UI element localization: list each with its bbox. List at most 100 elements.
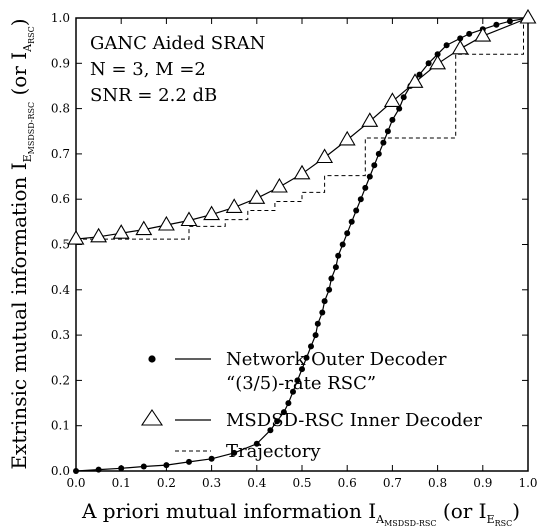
outer-decoder-point — [493, 21, 500, 28]
y-axis-title-paren-sub: A — [21, 43, 34, 53]
annotation-line-2: N = 3, M =2 — [90, 59, 206, 80]
outer-decoder-point — [140, 463, 147, 470]
outer-decoder-point — [425, 60, 432, 67]
x-tick-label: 1.0 — [518, 476, 537, 490]
outer-decoder-point — [314, 320, 321, 327]
outer-decoder-point — [208, 455, 215, 462]
outer-decoder-point — [163, 462, 170, 469]
y-tick-label: 0.0 — [51, 464, 70, 478]
y-axis-title-paren-open: (or I — [7, 52, 31, 102]
outer-decoder-point — [400, 94, 407, 101]
y-axis-title-paren-subsub: RSC — [27, 26, 36, 44]
outer-decoder-point — [290, 388, 296, 395]
outer-decoder-point — [466, 30, 473, 37]
outer-decoder-point — [332, 264, 339, 271]
outer-decoder-point — [335, 252, 342, 259]
outer-decoder-point — [186, 458, 192, 465]
inner-decoder-point — [248, 189, 266, 204]
outer-decoder-point — [371, 162, 378, 169]
outer-decoder-point — [285, 400, 292, 407]
x-tick-label: 0.2 — [157, 476, 176, 490]
outer-decoder-point — [95, 466, 102, 473]
legend-label-inner: MSDSD-RSC Inner Decoder — [226, 410, 482, 431]
outer-decoder-point — [384, 128, 391, 135]
x-tick-label: 0.1 — [112, 476, 131, 490]
outer-decoder-point — [443, 42, 450, 49]
inner-decoder-point — [451, 39, 469, 55]
outer-decoder-point — [319, 309, 326, 316]
legend-marker-circle — [148, 355, 156, 363]
outer-decoder-point — [280, 409, 287, 416]
trajectory-line — [76, 18, 524, 240]
inner-decoder-point — [474, 26, 492, 42]
outer-decoder-point — [339, 241, 346, 248]
outer-decoder-point — [294, 377, 301, 384]
outer-decoder-point — [321, 298, 328, 305]
inner-decoder-point — [135, 220, 153, 236]
outer-decoder-point — [348, 218, 355, 225]
x-tick-label: 0.4 — [247, 476, 266, 490]
y-tick-label: 0.8 — [51, 102, 70, 116]
legend: Network Outer Decoder “(3/5)-rate RSC” M… — [140, 349, 482, 462]
inner-decoder-point — [180, 211, 198, 227]
outer-decoder-point — [457, 35, 464, 42]
inner-decoder-point — [67, 229, 85, 245]
y-axis-title-main: Extrinsic mutual information I — [7, 162, 31, 469]
x-tick-label: 0.7 — [383, 476, 402, 490]
y-tick-label: 0.2 — [51, 373, 70, 387]
inner-decoder-point — [112, 224, 130, 239]
x-tick-label: 0.8 — [428, 476, 447, 490]
x-axis-title-paren-subsub: RSC — [495, 519, 513, 528]
inner-decoder-point — [429, 54, 447, 70]
outer-decoder-point — [118, 465, 125, 472]
x-axis-title-sub: A — [375, 513, 385, 526]
outer-decoder-point — [303, 354, 310, 361]
y-tick-label: 0.7 — [51, 147, 70, 161]
outer-decoder-point — [357, 196, 364, 203]
x-tick-label: 0.6 — [338, 476, 357, 490]
inner-decoder-point — [383, 92, 401, 107]
x-tick-label: 0.5 — [292, 476, 311, 490]
outer-decoder-point — [231, 449, 238, 456]
inner-decoder-point — [316, 148, 334, 164]
x-tick-label: 0.3 — [202, 476, 221, 490]
y-axis-title-subsub: MSDSD-RSC — [27, 102, 36, 154]
outer-decoder-point — [353, 207, 360, 214]
outer-decoder-point — [267, 427, 274, 434]
legend-label-outer-2: “(3/5)-rate RSC” — [226, 373, 376, 394]
outer-decoder-point — [362, 184, 369, 191]
y-axis-title: Extrinsic mutual information IEMSDSD-RSC… — [7, 18, 36, 469]
outer-decoder-point — [416, 71, 423, 78]
chart-series — [67, 8, 537, 474]
outer-decoder-point — [366, 173, 373, 180]
outer-decoder-point — [326, 286, 333, 293]
outer-decoder-point — [73, 468, 79, 474]
outer-decoder-point — [375, 150, 382, 157]
outer-decoder-point — [380, 139, 387, 146]
y-tick-label: 1.0 — [51, 11, 70, 25]
annotation-line-3: SNR = 2.2 dB — [90, 85, 217, 106]
inner-decoder-point — [157, 215, 175, 231]
x-axis-title-paren-sub: E — [487, 513, 495, 526]
inner-decoder-point — [519, 8, 537, 24]
outer-decoder-point — [274, 418, 281, 425]
annotation-line-1: GANC Aided SRAN — [90, 33, 265, 54]
outer-decoder-point — [253, 440, 260, 447]
x-axis-title: A priori mutual information IAMSDSD-RSC … — [81, 499, 520, 528]
legend-marker-triangle — [140, 409, 164, 426]
x-tick-label: 0.0 — [66, 476, 85, 490]
y-tick-label: 0.3 — [51, 328, 70, 342]
outer-decoder-point — [506, 18, 513, 25]
x-axis-title-paren-open: (or I — [437, 499, 487, 523]
outer-decoder-point — [328, 275, 335, 282]
annotation-block: GANC Aided SRAN N = 3, M =2 SNR = 2.2 dB — [90, 33, 265, 106]
y-tick-label: 0.1 — [51, 419, 70, 433]
y-tick-label: 0.5 — [51, 238, 70, 252]
inner-decoder-point — [203, 205, 221, 221]
y-tick-label: 0.6 — [51, 192, 70, 206]
outer-decoder-point — [389, 116, 396, 123]
inner-decoder-point — [293, 164, 311, 180]
inner-decoder-point — [406, 73, 424, 88]
outer-decoder-point — [312, 332, 319, 339]
